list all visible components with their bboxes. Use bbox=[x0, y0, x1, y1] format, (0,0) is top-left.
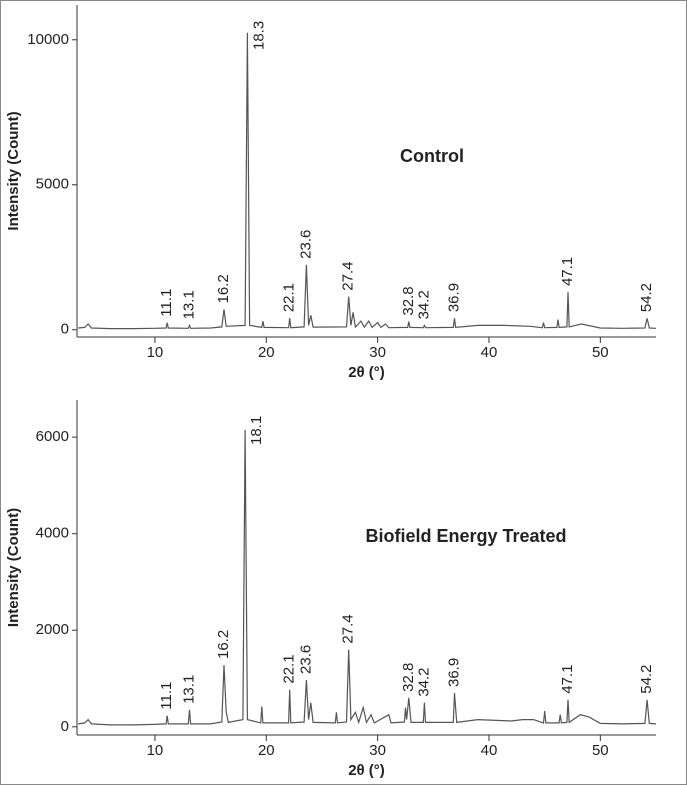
y-tick-label: 0 bbox=[61, 718, 69, 735]
pattern-line bbox=[78, 429, 657, 726]
y-axis-label: Intensity (Count) bbox=[5, 111, 22, 230]
y-tick-label: 0 bbox=[61, 321, 69, 338]
peak-label: 27.4 bbox=[340, 261, 357, 290]
peak-label: 11.1 bbox=[158, 682, 175, 710]
peak-label: 54.2 bbox=[638, 665, 655, 694]
peak-label: 23.6 bbox=[297, 645, 314, 674]
peak-label: 34.2 bbox=[415, 667, 432, 696]
x-tick-label: 20 bbox=[258, 344, 275, 361]
x-tick-label: 30 bbox=[369, 742, 386, 759]
peak-label: 47.1 bbox=[559, 665, 576, 694]
peak-label: 13.1 bbox=[180, 675, 197, 704]
peak-label: 13.1 bbox=[180, 290, 197, 319]
peak-label: 23.6 bbox=[297, 230, 314, 259]
x-tick-label: 30 bbox=[369, 344, 386, 361]
peak-label: 32.8 bbox=[400, 663, 417, 692]
x-tick-label: 10 bbox=[147, 742, 164, 759]
x-tick-label: 40 bbox=[481, 742, 498, 759]
pattern-line bbox=[78, 32, 657, 330]
y-tick-label: 4000 bbox=[36, 525, 69, 542]
x-tick-label: 50 bbox=[592, 742, 609, 759]
peak-label: 27.4 bbox=[340, 614, 357, 643]
y-axis-label: Intensity (Count) bbox=[5, 508, 22, 627]
peak-label: 32.8 bbox=[400, 286, 417, 315]
x-tick-label: 40 bbox=[481, 344, 498, 361]
peak-label: 16.2 bbox=[215, 274, 232, 303]
y-tick-label: 10000 bbox=[27, 31, 69, 48]
peak-label: 47.1 bbox=[559, 257, 576, 286]
chart-title: Biofield Energy Treated bbox=[365, 526, 566, 546]
x-axis-label: 2θ (°) bbox=[348, 762, 385, 779]
peak-label: 11.1 bbox=[158, 289, 175, 317]
x-tick-label: 20 bbox=[258, 742, 275, 759]
peak-label: 36.9 bbox=[445, 658, 462, 687]
peak-label: 22.1 bbox=[281, 654, 298, 683]
x-axis-label: 2θ (°) bbox=[348, 364, 385, 381]
x-tick-label: 50 bbox=[592, 344, 609, 361]
x-tick-label: 10 bbox=[147, 344, 164, 361]
peak-label: 36.9 bbox=[445, 283, 462, 312]
peak-label: 54.2 bbox=[638, 283, 655, 312]
y-tick-label: 6000 bbox=[36, 428, 69, 445]
peak-label: 18.1 bbox=[248, 416, 265, 445]
peak-label: 34.2 bbox=[415, 290, 432, 319]
y-tick-label: 2000 bbox=[36, 621, 69, 638]
peak-label: 16.2 bbox=[215, 630, 232, 659]
peak-label: 22.1 bbox=[281, 283, 298, 312]
peak-label: 18.3 bbox=[250, 21, 267, 50]
y-tick-label: 5000 bbox=[36, 176, 69, 193]
chart-title: Control bbox=[400, 146, 464, 166]
